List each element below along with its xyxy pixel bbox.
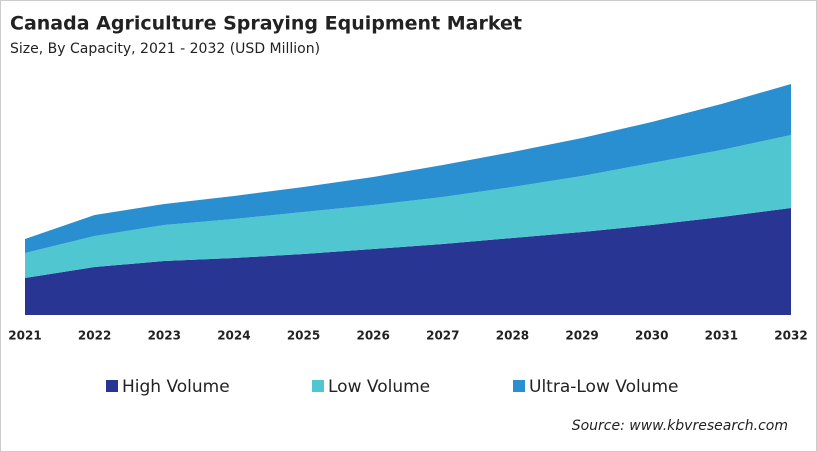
area — [25, 135, 791, 278]
source: Source: www.kbvresearch.com — [572, 418, 788, 434]
legend-swatch — [513, 380, 525, 392]
x-tick-label: 2024 — [217, 329, 250, 343]
legend-label: Low Volume — [328, 377, 430, 397]
x-tick-label: 2026 — [356, 329, 389, 343]
x-tick-label: 2028 — [496, 329, 529, 343]
area — [25, 84, 791, 253]
x-tick-label: 2023 — [148, 329, 181, 343]
chart-title: Canada Agriculture Spraying Equipment Ma… — [10, 13, 522, 35]
legend-label: Ultra-Low Volume — [529, 377, 678, 397]
area — [25, 208, 791, 315]
x-tick-label: 2021 — [8, 329, 41, 343]
x-tick-label: 2030 — [635, 329, 668, 343]
x-tick-label: 2025 — [287, 329, 320, 343]
legend-swatch — [312, 380, 324, 392]
x-tick-label: 2029 — [565, 329, 598, 343]
x-tick-label: 2027 — [426, 329, 459, 343]
x-tick-label: 2032 — [774, 329, 807, 343]
legend-swatch — [106, 380, 118, 392]
legend-label: High Volume — [122, 377, 230, 397]
x-tick-label: 2031 — [705, 329, 738, 343]
chart-subtitle: Size, By Capacity, 2021 - 2032 (USD Mill… — [10, 41, 320, 57]
x-tick-label: 2022 — [78, 329, 111, 343]
